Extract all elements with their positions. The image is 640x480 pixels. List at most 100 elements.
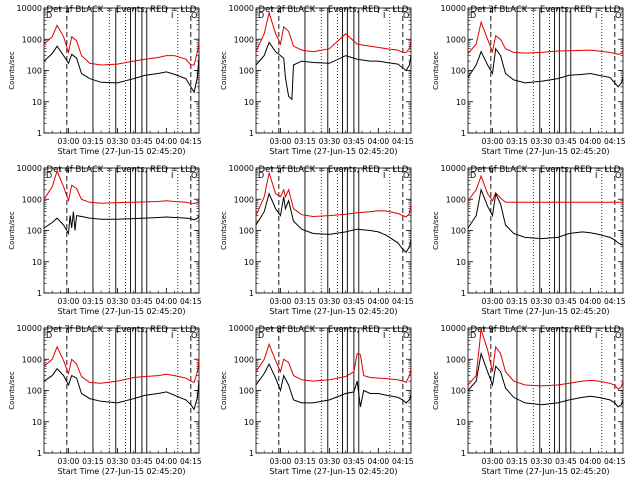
events-series-line [255,41,412,101]
x-tick-label: 03:45 [131,457,153,466]
y-tick-label: 10000 [441,164,466,173]
x-tick-label: 04:00 [156,297,178,306]
x-tick-label: 03:45 [343,137,365,146]
y-tick-label: 1000 [22,35,42,44]
y-axis-label: Counts/sec [8,211,16,250]
y-tick-label: 1000 [22,195,42,204]
y-tick-label: 100 [451,67,466,76]
y-tick-label: 10000 [229,4,254,13]
y-tick-label: 10000 [17,4,42,13]
x-tick-label: 03:00 [58,457,80,466]
y-tick-label: 1 [461,289,466,298]
x-tick-label: 03:30 [107,457,129,466]
corner-mark-d: D [46,11,52,20]
corner-mark-d: D [258,171,264,180]
x-tick-label: 03:00 [482,297,504,306]
x-tick-label: 04:00 [156,137,178,146]
x-tick-label: 04:15 [180,457,202,466]
x-tick-label: 03:45 [555,297,577,306]
y-tick-label: 1 [37,289,42,298]
x-tick-label: 03:00 [58,137,80,146]
corner-mark-d: D [258,331,264,340]
x-tick-label: 03:45 [555,457,577,466]
x-tick-label: 03:15 [294,297,316,306]
y-axis-label: Counts/sec [432,51,440,90]
x-tick-label: 04:00 [368,137,390,146]
panel-title: Det 8f BLACK = Events, RED = LLD [259,325,409,335]
corner-mark-o: O [191,331,197,340]
events-series-line [467,351,624,408]
lld-series-line [467,174,623,203]
y-tick-label: 10 [32,98,42,107]
x-tick-label: 03:00 [482,457,504,466]
x-tick-label: 03:15 [82,297,104,306]
detector-panel-5: Det 5f BLACK = Events, RED = LLD 1 10 100 10… [220,164,414,316]
x-tick-label: 03:15 [506,457,528,466]
events-series-line [467,188,623,246]
events-series-line [43,367,200,411]
corner-mark-o: O [403,171,409,180]
corner-mark-d: D [258,11,264,20]
y-tick-label: 1 [461,129,466,138]
x-tick-label: 03:45 [343,297,365,306]
y-tick-label: 1 [461,449,466,458]
lld-series-line [43,345,200,384]
lld-series-line [43,24,200,66]
y-tick-label: 100 [239,67,254,76]
x-tick-label: 04:00 [368,297,390,306]
y-tick-label: 100 [451,387,466,396]
events-series-line [43,45,200,94]
corner-mark-o: O [191,11,197,20]
y-axis-label: Counts/sec [220,211,228,250]
x-tick-label: 03:00 [270,297,292,306]
events-series-line [255,192,412,254]
x-tick-label: 03:15 [82,137,104,146]
corner-mark-i: I [383,171,385,180]
x-tick-label: 04:15 [392,137,414,146]
y-tick-label: 10 [456,418,466,427]
corner-mark-o: O [403,331,409,340]
x-axis-label: Start Time (27-Jun-15 02:45:20) [270,307,398,316]
y-tick-label: 1000 [234,195,254,204]
x-tick-label: 03:45 [131,297,153,306]
y-tick-label: 10000 [441,4,466,13]
y-axis-label: Counts/sec [432,211,440,250]
x-axis-label: Start Time (27-Jun-15 02:45:20) [482,467,610,476]
x-axis-label: Start Time (27-Jun-15 02:45:20) [270,147,398,156]
x-axis-label: Start Time (27-Jun-15 02:45:20) [482,307,610,316]
detector-panel-2: Det 2f BLACK = Events, RED = LLD 1 10 100 10… [220,4,414,156]
y-tick-label: 10000 [229,164,254,173]
events-series-line [467,47,624,88]
y-tick-label: 10 [32,258,42,267]
x-tick-label: 04:00 [580,297,602,306]
corner-mark-i: I [595,171,597,180]
y-tick-label: 10000 [17,164,42,173]
y-tick-label: 100 [27,67,42,76]
corner-mark-o: O [403,11,409,20]
x-tick-label: 03:15 [82,457,104,466]
lld-series-line [255,172,412,218]
x-tick-label: 03:30 [319,297,341,306]
y-tick-label: 1 [37,449,42,458]
x-tick-label: 03:00 [270,137,292,146]
x-axis-label: Start Time (27-Jun-15 02:45:20) [270,467,398,476]
corner-mark-o: O [191,171,197,180]
x-tick-label: 04:15 [180,297,202,306]
x-tick-label: 03:15 [506,137,528,146]
panel-title: Det 7f BLACK = Events, RED = LLD [47,325,197,335]
lld-series-line [43,169,200,205]
x-tick-label: 04:00 [580,137,602,146]
y-axis-label: Counts/sec [432,371,440,410]
corner-mark-i: I [383,11,385,20]
detector-panel-1: Det 1f BLACK = Events, RED = LLD 1 10 100 10… [8,4,202,156]
y-tick-label: 1 [249,129,254,138]
x-tick-label: 03:30 [319,457,341,466]
x-tick-label: 03:30 [319,137,341,146]
x-tick-label: 04:15 [392,457,414,466]
corner-mark-d: D [470,331,476,340]
detector-panel-4: Det 4f BLACK = Events, RED = LLD 1 10 100 10… [8,164,202,316]
detector-panel-7: Det 7f BLACK = Events, RED = LLD 1 10 100 10… [8,324,202,476]
y-tick-label: 10 [244,98,254,107]
x-tick-label: 04:15 [604,297,626,306]
